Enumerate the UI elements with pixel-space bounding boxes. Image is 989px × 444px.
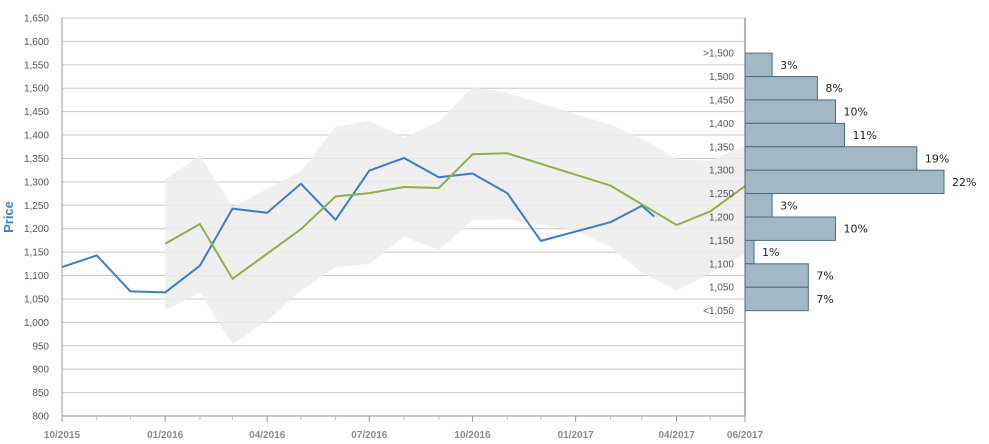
histogram-bar [744, 169, 945, 195]
x-tick-label: 04/2017 [659, 430, 696, 441]
histogram-bin-label: 1,100 [709, 259, 734, 270]
histogram-value-label: 8% [825, 82, 842, 95]
y-tick-label: 800 [32, 412, 49, 423]
histogram-bin-label: 1,250 [709, 189, 734, 200]
histogram-value-label: 3% [780, 59, 797, 72]
y-tick-label: 1,500 [24, 84, 49, 95]
histogram-bar [744, 146, 918, 171]
histogram-value-label: 11% [853, 129, 877, 142]
y-tick-label: 1,200 [24, 224, 49, 235]
histogram-bin-label: <1,050 [703, 306, 734, 317]
y-tick-label: 1,650 [24, 14, 49, 25]
histogram-bin-label: 1,450 [709, 95, 734, 106]
y-tick-label: 1,250 [24, 201, 49, 212]
histogram-bin-label: 1,350 [709, 142, 734, 153]
x-tick-label: 07/2016 [351, 430, 388, 441]
histogram-bar [744, 76, 818, 101]
histogram-bar [744, 239, 755, 265]
histogram-bar [744, 52, 773, 78]
range-band-layer [165, 86, 745, 345]
histogram-bar [744, 99, 836, 124]
y-tick-label: 1,350 [24, 154, 49, 165]
y-tick-label: 1,050 [24, 294, 49, 305]
y-tick-label: 1,450 [24, 107, 49, 118]
series-layer [61, 152, 746, 294]
histogram-bar [744, 193, 773, 218]
labels: Price 800 850 900 950 1,000 1,050 1,100 1,150 1,… [1, 14, 976, 442]
x-tick-label: 04/2016 [249, 430, 286, 441]
x-tick-label: 06/2017 [727, 430, 764, 441]
x-tick-label: 10/2016 [454, 430, 491, 441]
y-tick-label: 1,550 [24, 60, 49, 71]
histogram-bin-label: 1,400 [709, 119, 734, 130]
y-tick-label: 1,300 [24, 177, 49, 188]
series-line-average [164, 152, 746, 280]
histogram-value-label: 10% [843, 106, 867, 119]
histogram-bar [744, 216, 836, 241]
histogram [744, 52, 945, 312]
histogram-value-label: 3% [780, 199, 797, 212]
y-tick-label: 1,600 [24, 37, 49, 48]
y-tick-label: 850 [32, 388, 49, 399]
histogram-bar [744, 263, 809, 288]
histogram-bin-label: 1,300 [709, 166, 734, 177]
y-axis-label: Price [1, 201, 16, 233]
histogram-value-label: 10% [843, 223, 867, 236]
histogram-bin-label: 1,050 [709, 283, 734, 294]
histogram-value-label: 19% [925, 152, 949, 165]
y-tick-label: 1,000 [24, 318, 49, 329]
y-tick-label: 950 [32, 341, 49, 352]
histogram-bin-label: 1,200 [709, 213, 734, 224]
x-tick-label: 01/2017 [558, 430, 595, 441]
x-tick-label: 10/2015 [44, 430, 81, 441]
histogram-value-label: 7% [816, 270, 833, 283]
histogram-value-label: 1% [762, 246, 779, 259]
y-tick-label: 1,100 [24, 271, 49, 282]
histogram-bar [744, 286, 809, 312]
histogram-value-label: 22% [952, 176, 976, 189]
range-band [165, 86, 745, 345]
histogram-bin-label: >1,500 [703, 49, 734, 60]
x-tick-label: 01/2016 [147, 430, 184, 441]
y-tick-label: 1,400 [24, 131, 49, 142]
histogram-bar [744, 122, 845, 148]
histogram-bin-label: 1,150 [709, 236, 734, 247]
y-tick-label: 1,150 [24, 248, 49, 259]
y-tick-label: 900 [32, 365, 49, 376]
histogram-bin-label: 1,500 [709, 72, 734, 83]
histogram-value-label: 7% [816, 293, 833, 306]
